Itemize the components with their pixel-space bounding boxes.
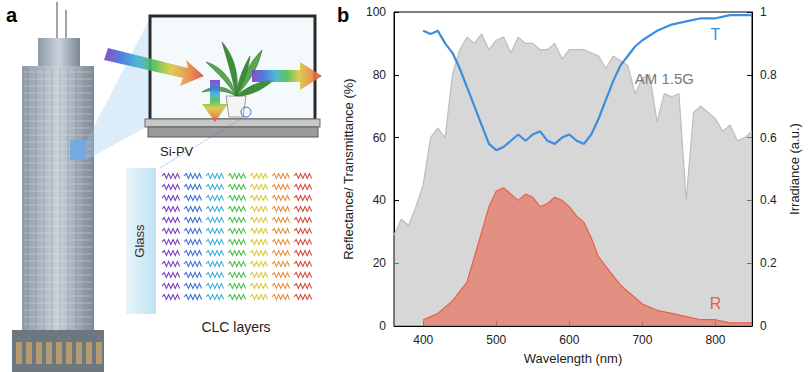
svg-text:CLC layers: CLC layers: [201, 319, 270, 335]
svg-text:T: T: [711, 26, 721, 43]
svg-text:a: a: [6, 4, 18, 26]
svg-text:b: b: [337, 4, 349, 26]
svg-text:0: 0: [379, 319, 386, 333]
svg-text:1: 1: [760, 5, 767, 19]
svg-text:0.8: 0.8: [760, 68, 777, 82]
svg-text:AM 1.5G: AM 1.5G: [635, 70, 694, 87]
svg-text:80: 80: [373, 68, 387, 82]
svg-text:500: 500: [486, 333, 506, 347]
svg-text:R: R: [710, 295, 722, 312]
svg-text:Wavelength (nm): Wavelength (nm): [524, 351, 623, 366]
svg-text:100: 100: [366, 5, 386, 19]
svg-text:20: 20: [373, 256, 387, 270]
svg-text:0: 0: [760, 319, 767, 333]
svg-text:60: 60: [373, 131, 387, 145]
svg-text:Irradiance (a.u.): Irradiance (a.u.): [787, 123, 802, 215]
svg-text:0.6: 0.6: [760, 131, 777, 145]
svg-text:0.4: 0.4: [760, 193, 777, 207]
svg-text:Reflectance/ Transmittance (%): Reflectance/ Transmittance (%): [341, 78, 356, 259]
svg-text:40: 40: [373, 193, 387, 207]
svg-text:0.2: 0.2: [760, 256, 777, 270]
svg-text:Glass: Glass: [132, 224, 147, 258]
svg-text:600: 600: [559, 333, 579, 347]
svg-text:700: 700: [632, 333, 652, 347]
svg-text:Si-PV: Si-PV: [160, 144, 194, 159]
svg-text:400: 400: [413, 333, 433, 347]
svg-text:800: 800: [705, 333, 725, 347]
